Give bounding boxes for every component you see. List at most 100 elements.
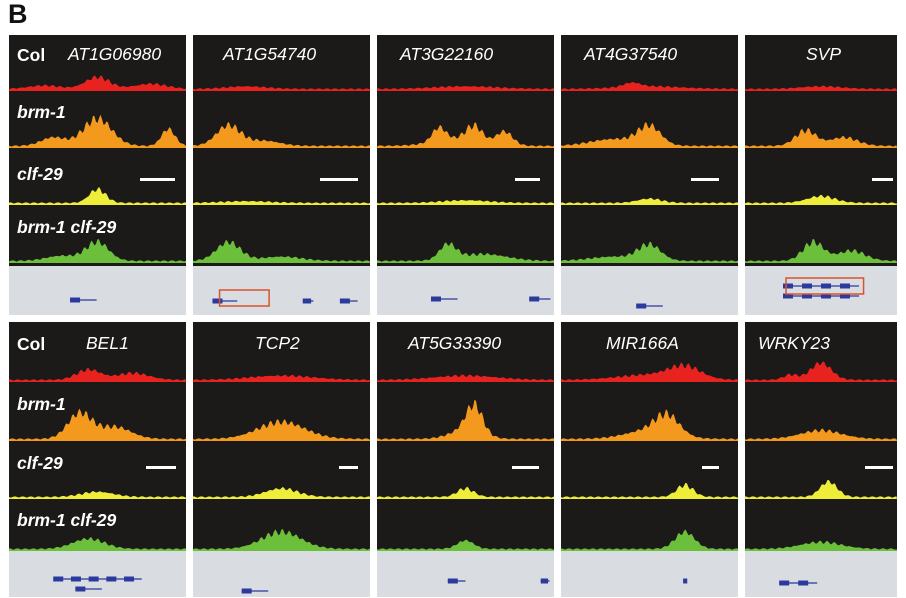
gene-model-exon	[540, 578, 549, 584]
highlight-box	[218, 289, 270, 307]
gene-model-exon	[53, 576, 64, 582]
browser-panel: Col BEL1 brm-1 clf-29 brm-1 clf-29	[9, 322, 186, 597]
coverage-track	[193, 86, 370, 91]
gene-model-exon	[636, 303, 647, 309]
coverage-track	[561, 362, 738, 382]
coverage-tracks	[561, 82, 738, 309]
coverage-tracks	[193, 86, 370, 307]
gene-model-area	[377, 551, 554, 597]
browser-panel: AT1G54740	[193, 35, 370, 315]
browser-panel: Col AT1G06980 brm-1 clf-29 brm-1 clf-29	[9, 35, 186, 315]
scale-bar	[320, 178, 358, 181]
gene-name: TCP2	[255, 333, 300, 353]
coverage-track	[561, 529, 738, 551]
gene-model-exon	[447, 578, 458, 584]
gene-model-exon	[75, 586, 86, 592]
gene-model-area	[745, 266, 897, 315]
gene-model-exon	[212, 298, 223, 304]
coverage-tracks	[377, 374, 554, 584]
scale-bar	[140, 178, 175, 181]
coverage-tracks	[377, 85, 554, 302]
panel-letter: B	[8, 0, 28, 29]
gene-model-exon	[821, 283, 831, 289]
gene-model-exon	[106, 576, 117, 582]
gene-model-area	[9, 266, 186, 315]
coverage-track	[745, 361, 897, 382]
coverage-track	[377, 539, 554, 551]
gene-model-exon	[802, 283, 812, 289]
browser-panel: WRKY23	[745, 322, 897, 597]
coverage-track	[745, 428, 897, 441]
coverage-track	[745, 480, 897, 499]
coverage-track	[193, 529, 370, 551]
gene-model-exon	[124, 576, 135, 582]
scale-bar	[512, 466, 539, 469]
coverage-track	[9, 368, 186, 382]
gene-name: SVP	[806, 44, 842, 64]
coverage-tracks	[745, 85, 897, 299]
gene-model-exon	[840, 283, 850, 289]
scale-bar	[702, 466, 719, 469]
coverage-track	[561, 482, 738, 499]
browser-panel: SVP	[745, 35, 897, 315]
genotype-label-brm1: brm-1	[17, 102, 66, 122]
gene-model-area	[745, 551, 897, 597]
gene-model-area	[561, 551, 738, 597]
scale-bar	[691, 178, 719, 181]
coverage-track	[377, 374, 554, 382]
genotype-label-brm1: brm-1	[17, 394, 66, 414]
coverage-track	[745, 194, 897, 205]
scale-bar	[872, 178, 893, 181]
scale-bar	[339, 466, 358, 469]
coverage-track	[745, 85, 897, 91]
gene-model-exon	[802, 293, 812, 299]
gene-model-exon	[70, 576, 81, 582]
gene-name: AT4G37540	[584, 44, 678, 64]
coverage-track	[561, 122, 738, 148]
gene-model-exon	[783, 293, 793, 299]
browser-panel: AT3G22160	[377, 35, 554, 315]
coverage-track	[745, 239, 897, 263]
coverage-track	[561, 241, 738, 263]
gene-name: WRKY23	[758, 333, 830, 353]
coverage-tracks	[193, 374, 370, 594]
coverage-track	[377, 122, 554, 148]
gene-model-exon	[430, 296, 441, 302]
coverage-tracks	[745, 361, 897, 586]
gene-model-exon	[683, 578, 688, 584]
coverage-track	[377, 486, 554, 499]
genotype-label-col: Col	[17, 334, 46, 354]
coverage-track	[377, 85, 554, 91]
coverage-track	[9, 114, 186, 148]
scale-bar	[515, 178, 540, 181]
coverage-track	[377, 199, 554, 205]
scale-bar	[865, 466, 893, 469]
coverage-track	[9, 537, 186, 551]
gene-model-exon	[88, 576, 99, 582]
gene-model-exon	[779, 580, 790, 586]
scale-bar	[146, 466, 176, 469]
browser-panel: TCP2	[193, 322, 370, 597]
gene-model-exon	[241, 588, 252, 594]
gene-name: AT1G06980	[68, 44, 162, 64]
coverage-tracks	[9, 75, 186, 303]
coverage-track	[9, 75, 186, 91]
coverage-track	[377, 242, 554, 263]
coverage-track	[377, 399, 554, 441]
coverage-track	[745, 127, 897, 148]
gene-model-exon	[529, 296, 540, 302]
gene-name: AT5G33390	[408, 333, 502, 353]
genotype-label-col: Col	[17, 45, 46, 65]
browser-panel: MIR166A	[561, 322, 738, 597]
gene-name: AT3G22160	[400, 44, 494, 64]
browser-panel: AT5G33390	[377, 322, 554, 597]
genotype-label-brm1-clf29: brm-1 clf-29	[17, 510, 117, 530]
gene-name: MIR166A	[606, 333, 679, 353]
gene-name: BEL1	[86, 333, 129, 353]
genotype-label-clf29: clf-29	[17, 453, 63, 473]
coverage-track	[193, 200, 370, 205]
coverage-track	[561, 82, 738, 91]
gene-model-area	[193, 551, 370, 597]
genotype-label-clf29: clf-29	[17, 164, 63, 184]
coverage-track	[9, 239, 186, 263]
